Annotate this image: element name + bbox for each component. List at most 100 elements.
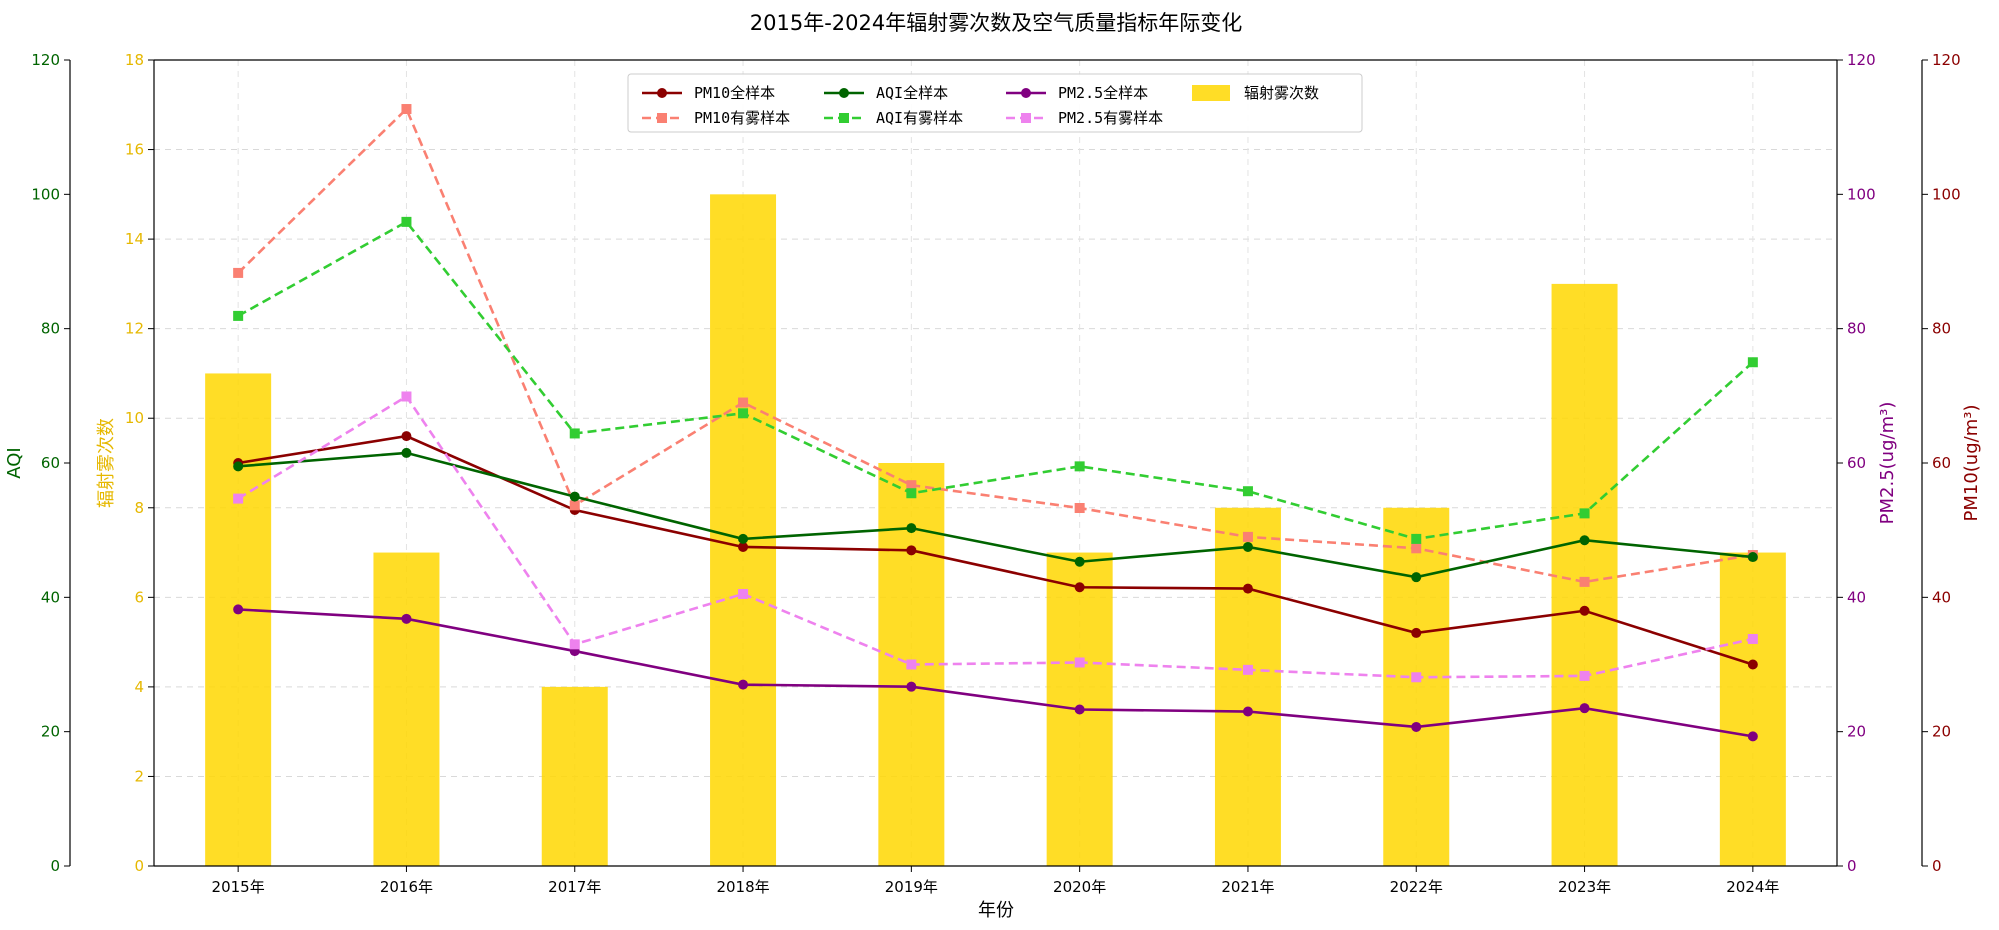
aqi-tick-label: 20 — [41, 723, 60, 741]
data-point — [1579, 576, 1590, 587]
data-point — [1074, 704, 1085, 715]
data-point — [1579, 508, 1590, 519]
fog-tick-label: 2 — [134, 767, 144, 785]
fog-tick-label: 12 — [125, 320, 144, 338]
legend-item: PM10全样本 — [642, 84, 775, 102]
x-tick-label: 2017年 — [548, 878, 601, 896]
data-point — [401, 613, 412, 624]
fog-bar — [1214, 507, 1281, 866]
fog-bar — [1551, 283, 1618, 866]
pm25-tick-label: 80 — [1847, 320, 1866, 338]
x-tick-label: 2023年 — [1558, 878, 1611, 896]
data-point — [1242, 583, 1253, 594]
data-point — [1579, 605, 1590, 616]
data-point — [1411, 533, 1422, 544]
pm10-tick-label: 0 — [1932, 857, 1942, 875]
x-tick-label: 2022年 — [1390, 878, 1443, 896]
aqi-tick-label: 80 — [41, 320, 60, 338]
data-point — [1242, 541, 1253, 552]
pm10-tick-label: 20 — [1932, 723, 1951, 741]
data-point — [233, 461, 244, 472]
aqi-tick-label: 100 — [31, 185, 60, 203]
x-tick-label: 2024年 — [1726, 878, 1779, 896]
line-layer — [233, 104, 1758, 742]
fog-bar — [710, 194, 777, 867]
data-point — [906, 659, 917, 670]
fog-tick-label: 16 — [125, 141, 144, 159]
legend-label: PM2.5有雾样本 — [1058, 109, 1163, 127]
data-point — [233, 310, 244, 321]
series-line — [238, 451, 1753, 579]
fog-tick-label: 18 — [125, 51, 144, 69]
legend-box — [627, 73, 1363, 133]
data-point — [906, 488, 917, 499]
pm10-tick-label: 40 — [1932, 588, 1951, 606]
pm10-axis-label: PM10(ug/m³) — [1961, 405, 1982, 522]
data-point — [1074, 461, 1085, 472]
chart-title: 2015年-2024年辐射雾次数及空气质量指标年际变化 — [750, 11, 1242, 35]
data-point — [738, 588, 749, 599]
pm25-tick-label: 100 — [1847, 185, 1876, 203]
pm25-tick-label: 120 — [1847, 51, 1876, 69]
x-tick-label: 2020年 — [1053, 878, 1106, 896]
fog-bar — [205, 373, 272, 866]
legend-item: PM2.5有雾样本 — [1006, 109, 1163, 127]
data-point — [401, 104, 412, 115]
aqi-tick-label: 120 — [31, 51, 60, 69]
fog-tick-label: 10 — [125, 409, 144, 427]
legend-label: AQI有雾样本 — [876, 109, 963, 127]
aqi-tick-label: 0 — [50, 857, 60, 875]
data-point — [569, 428, 580, 439]
pm10-tick-label: 60 — [1932, 454, 1951, 472]
pm25-tick-label: 0 — [1847, 857, 1857, 875]
fog-tick-label: 4 — [134, 678, 144, 696]
data-point — [401, 447, 412, 458]
legend-label: 辐射雾次数 — [1244, 84, 1319, 102]
data-point — [1747, 659, 1758, 670]
data-point — [1411, 543, 1422, 554]
data-point — [738, 541, 749, 552]
data-point — [1074, 582, 1085, 593]
x-tick-label: 2015年 — [212, 878, 265, 896]
data-point — [738, 408, 749, 419]
data-point — [1747, 731, 1758, 742]
data-point — [738, 533, 749, 544]
legend: PM10全样本 PM10有雾样本 AQI全样本 AQI有雾样本 PM2.5全样本 PM2.… — [627, 73, 1363, 133]
data-point — [569, 500, 580, 511]
fog-axis-label: 辐射雾次数 — [96, 418, 117, 508]
data-point — [1074, 503, 1085, 514]
data-point — [1579, 670, 1590, 681]
data-point — [569, 639, 580, 650]
data-point — [906, 681, 917, 692]
data-point — [1747, 357, 1758, 368]
legend-label: PM10全样本 — [694, 84, 775, 102]
fog-tick-label: 14 — [125, 230, 144, 248]
fog-tick-label: 8 — [134, 499, 144, 517]
pm10-tick-label: 120 — [1932, 51, 1961, 69]
data-point — [401, 431, 412, 442]
series-line — [238, 608, 1754, 738]
legend-item: PM10有雾样本 — [642, 109, 790, 127]
aqi-axis-label: AQI — [4, 447, 25, 478]
data-point — [1411, 627, 1422, 638]
x-tick-label: 2019年 — [885, 878, 938, 896]
fog-tick-label: 0 — [134, 857, 144, 875]
series-line — [237, 394, 1754, 679]
data-point — [401, 216, 412, 227]
legend-label: PM2.5全样本 — [1058, 84, 1148, 102]
pm25-axis-label: PM2.5(ug/m³) — [1877, 402, 1898, 525]
pm10-tick-label: 80 — [1932, 320, 1951, 338]
x-tick-label: 2021年 — [1221, 878, 1274, 896]
fog-bar — [1719, 552, 1786, 866]
x-axis-label: 年份 — [978, 900, 1014, 921]
x-tick-label: 2016年 — [380, 878, 433, 896]
fog-bar — [373, 552, 440, 866]
fog-bar — [541, 686, 608, 866]
data-point — [1579, 703, 1590, 714]
legend-item: AQI有雾样本 — [824, 109, 963, 127]
data-point — [1242, 706, 1253, 717]
pm25-tick-label: 20 — [1847, 723, 1866, 741]
data-point — [233, 493, 244, 504]
